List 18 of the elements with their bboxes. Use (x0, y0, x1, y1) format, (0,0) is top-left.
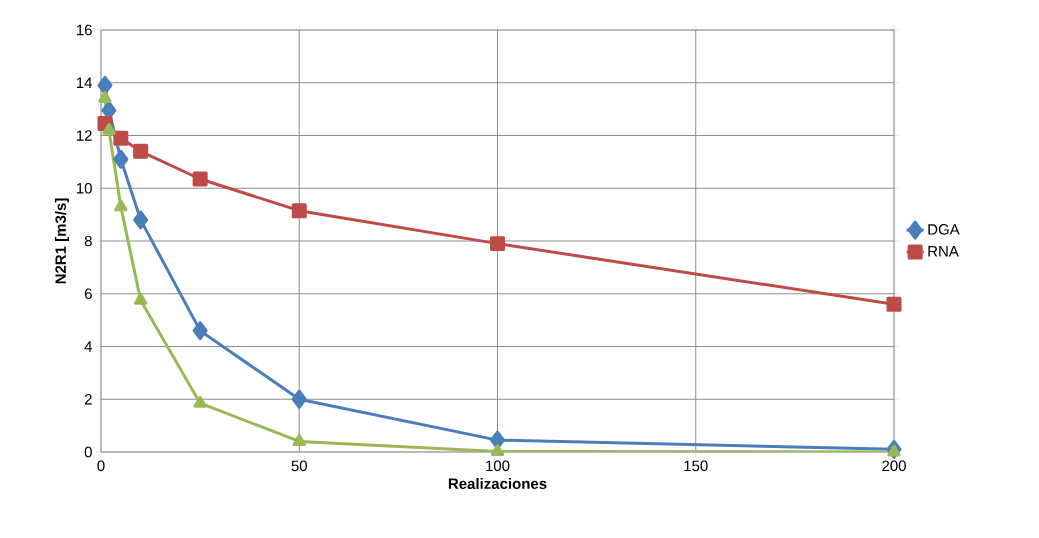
legend-label: DGA (928, 224, 960, 235)
x-tick-label: 50 (291, 460, 307, 472)
y-axis-title: N2R1 [m3/s] (54, 198, 69, 284)
y-tick-label: 10 (76, 182, 92, 194)
y-tick-label: 0 (84, 446, 92, 458)
x-tick-label: 0 (97, 460, 105, 472)
y-tick-label: 14 (76, 77, 93, 88)
y-tick-label: 6 (84, 288, 92, 300)
y-tick-label: 4 (84, 341, 93, 352)
y-tick-label: 12 (76, 130, 92, 141)
y-tick-label: 16 (76, 24, 92, 36)
y-tick-label: 2 (84, 394, 92, 405)
x-tick-label: 200 (882, 460, 906, 472)
y-tick-label: 8 (84, 235, 92, 247)
legend-label: RNA (928, 246, 959, 257)
x-tick-label: 150 (684, 460, 708, 472)
x-axis-title: Realizaciones (448, 478, 547, 490)
x-tick-label: 100 (486, 460, 510, 472)
